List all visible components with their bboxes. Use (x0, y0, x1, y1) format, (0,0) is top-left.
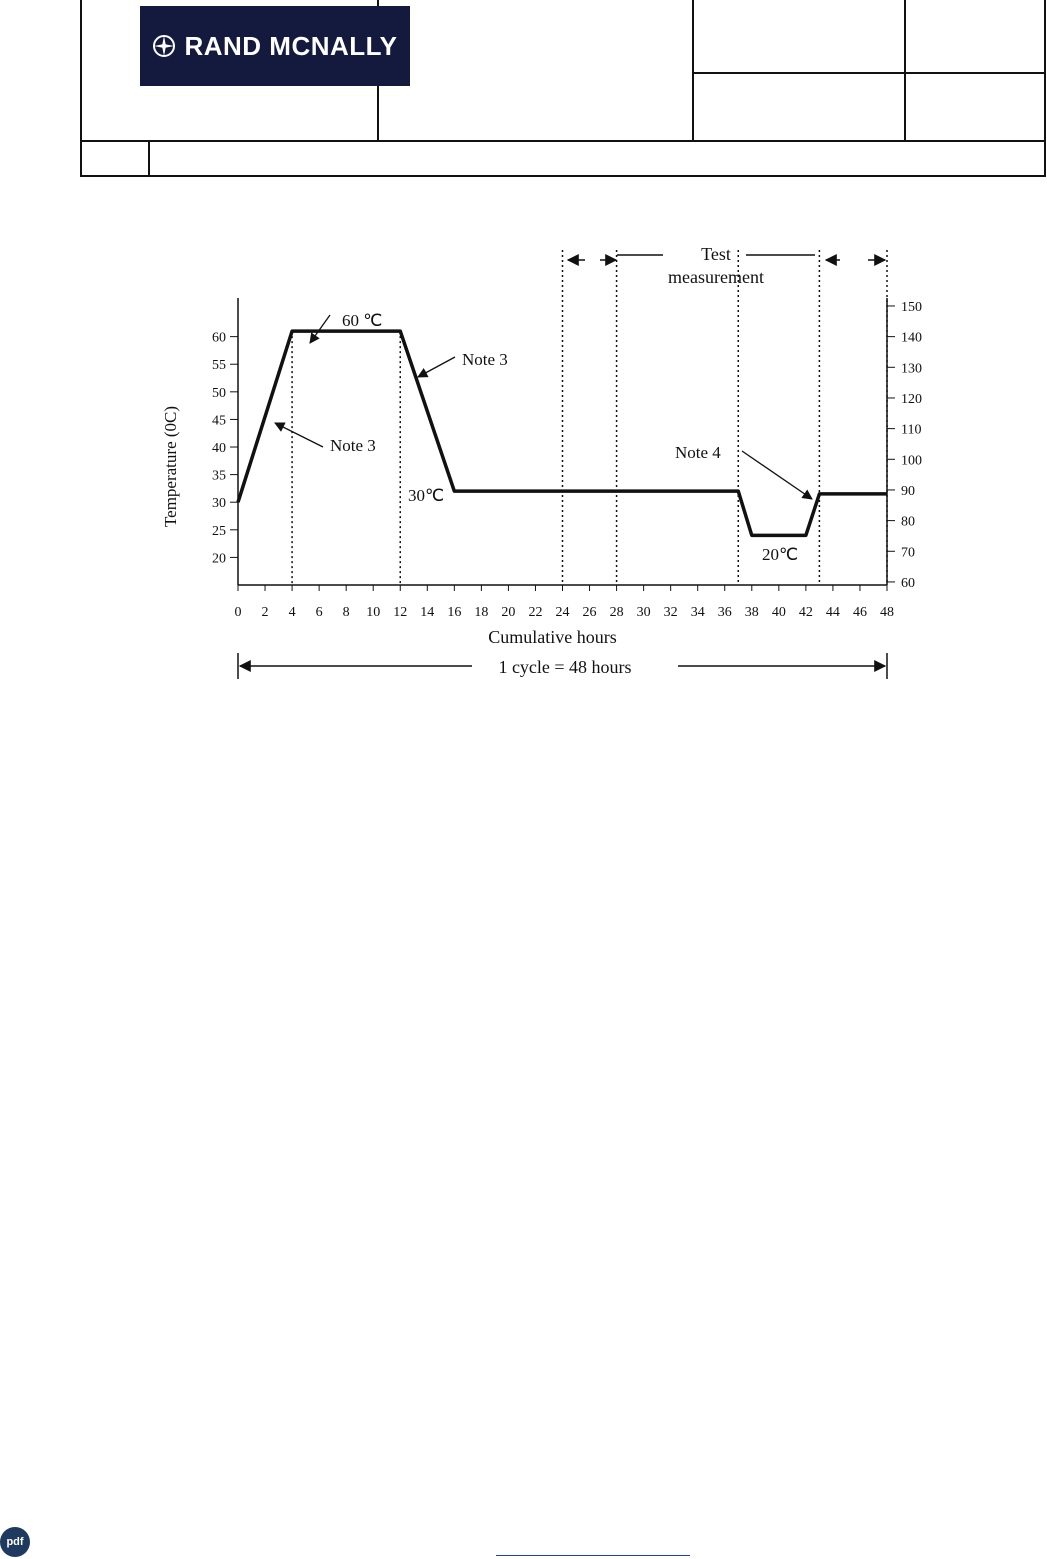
temperature-cycle-chart: 0 2 4 6 8 10 12 14 16 18 20 22 24 26 28 30 32 34 36 38 40 42 4… (161, 244, 922, 679)
annotation-note3-fall: Note 3 (462, 350, 508, 369)
x-tick-label: 12 (393, 605, 407, 620)
x-tick-label: 18 (474, 605, 488, 620)
x-tick-label: 46 (853, 605, 867, 620)
y-tick-label: 50 (212, 386, 226, 401)
x-tick-label: 38 (745, 605, 759, 620)
temperature-profile-line (236, 329, 887, 538)
y-tick-label: 35 (212, 469, 226, 484)
x-tick-label: 10 (366, 605, 380, 620)
annotation-measurement: measurement (668, 267, 764, 287)
compass-rose-icon (153, 35, 176, 57)
annotation-note4: Note 4 (675, 443, 721, 462)
y2-tick-label: 140 (901, 331, 922, 346)
y-axis-label-left: Temperature (0C) (161, 406, 180, 527)
x-tick-label: 42 (799, 605, 813, 620)
y2-tick-label: 130 (901, 361, 922, 376)
header-divider (148, 140, 150, 175)
y2-tick-label: 90 (901, 484, 915, 499)
y-tick-label: 25 (212, 524, 226, 539)
x-tick-label: 26 (583, 605, 597, 620)
y2-tick-label: 60 (901, 576, 915, 591)
header-divider (692, 0, 694, 140)
y2-tick-label: 100 (901, 453, 922, 468)
y2-tick-label: 80 (901, 515, 915, 530)
annotation-test: Test (701, 244, 731, 264)
cycle-label: 1 cycle = 48 hours (498, 657, 631, 677)
annotation-peak: 60 ℃ (342, 311, 382, 330)
y-tick-label: 40 (212, 441, 226, 456)
x-tick-label: 8 (343, 605, 350, 620)
x-tick-label: 16 (447, 605, 461, 620)
x-tick-label: 34 (691, 605, 705, 620)
x-tick-label: 22 (528, 605, 542, 620)
x-tick-label: 32 (664, 605, 678, 620)
document-header-table: RAND MCNALLY (80, 0, 1046, 177)
rand-mcnally-logo: RAND MCNALLY (140, 6, 410, 86)
y-tick-label: 60 (212, 331, 226, 346)
y-tick-label: 45 (212, 413, 226, 428)
x-tick-label: 0 (235, 605, 242, 620)
x-axis-label: Cumulative hours (488, 627, 617, 647)
x-tick-label: 28 (610, 605, 624, 620)
header-divider (82, 140, 1046, 142)
x-tick-label: 6 (316, 605, 323, 620)
x-tick-label: 20 (501, 605, 515, 620)
y-tick-label: 20 (212, 551, 226, 566)
annotation-arrow (741, 450, 813, 500)
annotation-low: 20℃ (762, 545, 798, 564)
x-tick-label: 44 (826, 605, 840, 620)
x-tick-label: 4 (289, 605, 296, 620)
y2-tick-label: 150 (901, 300, 922, 315)
footer-link-underline[interactable] (496, 1555, 690, 1556)
x-tick-label: 2 (262, 605, 269, 620)
x-tick-label: 30 (637, 605, 651, 620)
x-tick-label: 24 (556, 605, 570, 620)
y2-tick-label: 110 (901, 423, 921, 438)
header-divider (904, 0, 906, 140)
x-tick-label: 40 (772, 605, 786, 620)
annotation-note3-rise: Note 3 (330, 436, 376, 455)
annotation-arrow (417, 356, 456, 378)
annotation-arrow (309, 314, 331, 344)
x-tick-label: 48 (880, 605, 894, 620)
y-tick-label: 55 (212, 358, 226, 373)
brand-name: RAND MCNALLY (184, 30, 398, 61)
x-tick-label: 36 (718, 605, 732, 620)
annotation-plateau: 30℃ (408, 486, 444, 505)
y-tick-label: 30 (212, 496, 226, 511)
y2-tick-label: 70 (901, 545, 915, 560)
y2-tick-label: 120 (901, 392, 922, 407)
annotation-arrow (274, 422, 324, 448)
pdf-badge-icon: pdf (0, 1527, 30, 1557)
x-tick-label: 14 (420, 605, 434, 620)
header-divider (692, 72, 1046, 74)
